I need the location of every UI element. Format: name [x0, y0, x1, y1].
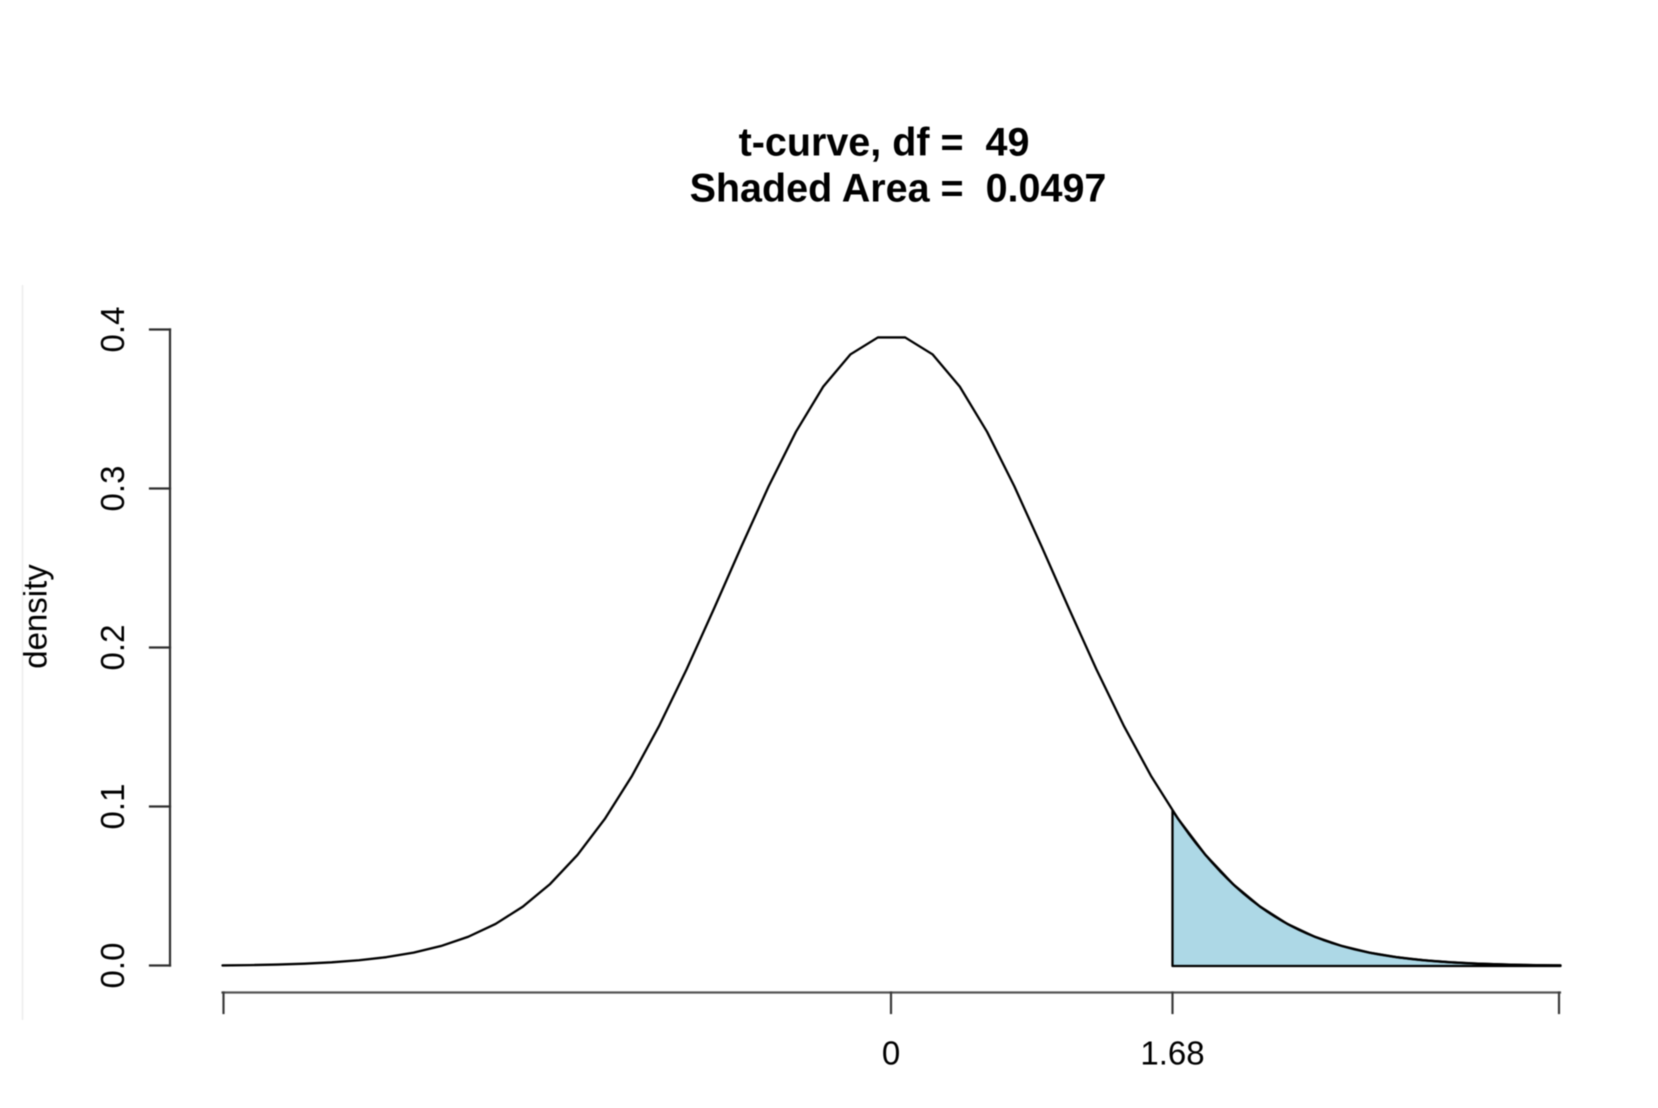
svg-text:0.2: 0.2: [94, 625, 131, 671]
svg-text:0: 0: [882, 1035, 900, 1072]
svg-text:0.1: 0.1: [94, 784, 131, 830]
svg-text:density: density: [17, 564, 54, 669]
svg-text:0.0: 0.0: [94, 943, 131, 989]
svg-text:Shaded Area = 0.0497: Shaded Area = 0.0497: [690, 167, 1107, 211]
svg-text:0.4: 0.4: [94, 307, 131, 353]
svg-text:t-curve, df = 49: t-curve, df = 49: [739, 121, 1030, 165]
svg-text:1.68: 1.68: [1140, 1035, 1204, 1072]
svg-text:0.3: 0.3: [94, 466, 131, 512]
